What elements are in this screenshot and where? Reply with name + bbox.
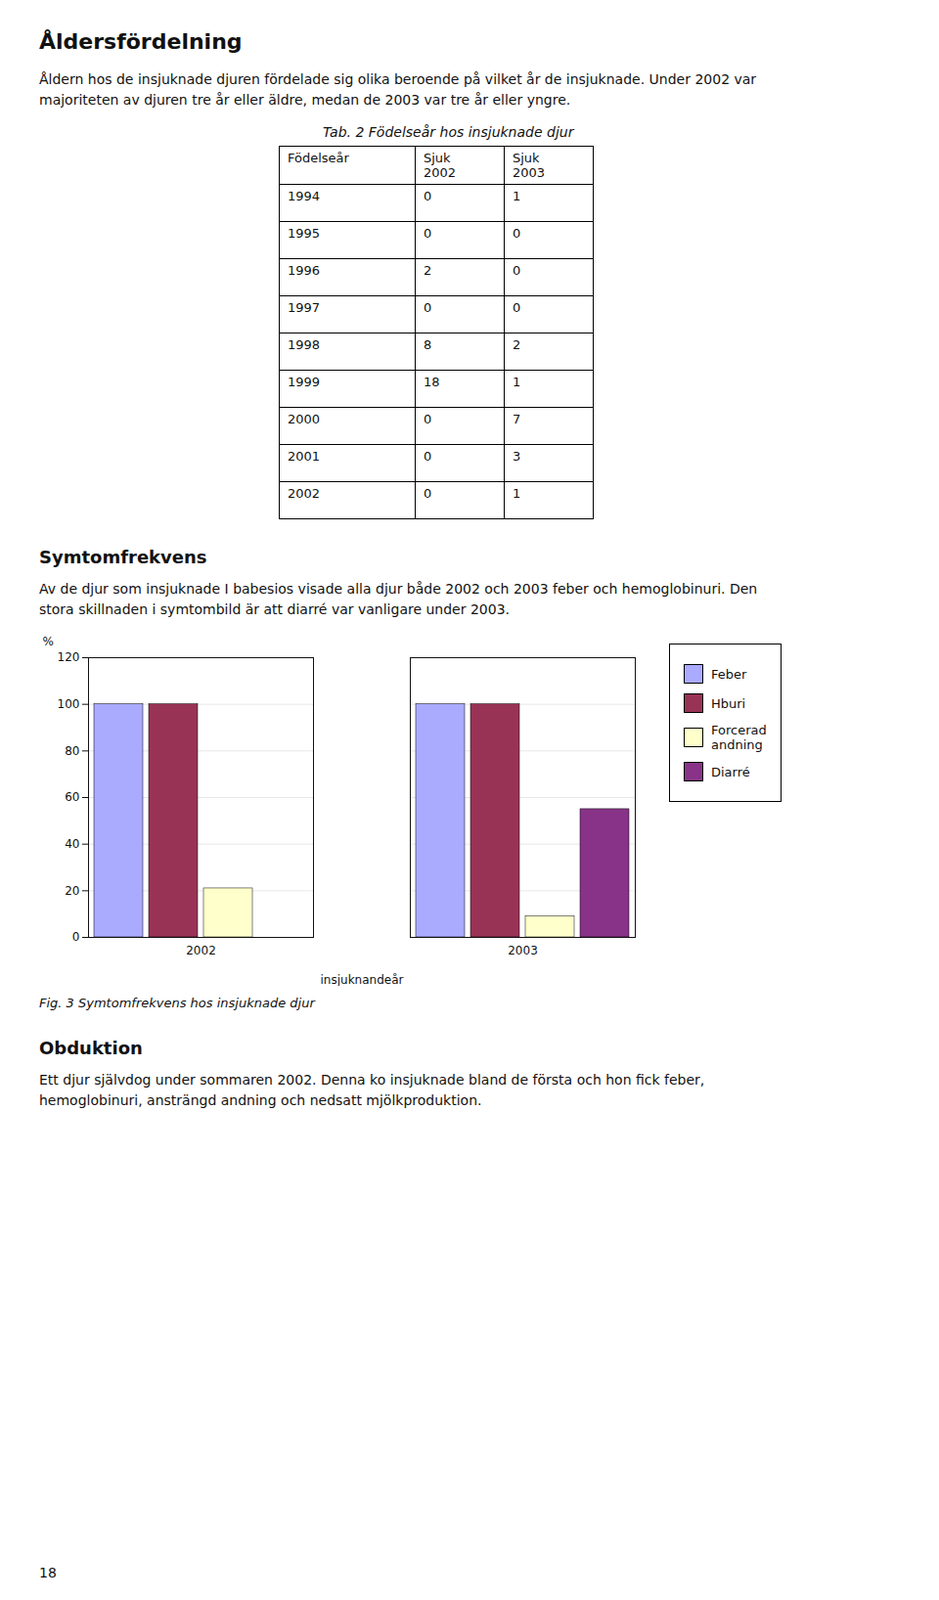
svg-text:2002: 2002: [185, 943, 217, 958]
html-text:1999: 1999: [287, 374, 320, 390]
html-text:Fig. 3 Symtomfrekvens hos insj: Fig. 3 Symtomfrekvens hos insjuknade dju…: [39, 995, 315, 1011]
html-text:1998: 1998: [287, 337, 320, 353]
html-text:1: 1: [512, 374, 521, 390]
html-text:0: 0: [423, 448, 432, 464]
html-text:Feber: Feber: [711, 666, 747, 682]
html-text:18: 18: [423, 374, 440, 390]
svg-text:120: 120: [57, 650, 81, 665]
html-text:1994: 1994: [287, 188, 320, 204]
html-text:0: 0: [512, 225, 521, 241]
svg-text:60: 60: [64, 790, 80, 805]
html-text:1: 1: [512, 486, 521, 501]
html-text:0: 0: [512, 263, 521, 278]
svg-text:80: 80: [64, 744, 80, 759]
html-text:Födelseår: Födelseår: [287, 150, 350, 166]
html-text:18: 18: [39, 1565, 57, 1581]
html-text:Ett djur självdog under sommar: Ett djur självdog under sommaren 2002. D…: [39, 1072, 705, 1109]
svg-text:20: 20: [64, 884, 80, 898]
html-text:Tab. 2 Födelseår hos insjuknad: Tab. 2 Födelseår hos insjuknade djur: [322, 124, 574, 140]
html-text:Diarré: Diarré: [711, 764, 751, 780]
html-text:3: 3: [512, 448, 521, 464]
html-text:0: 0: [423, 300, 432, 315]
html-text:2: 2: [423, 263, 432, 278]
html-text:1996: 1996: [287, 263, 320, 278]
svg-text:100: 100: [57, 697, 81, 712]
html-text:Forcerad andning: Forcerad andning: [711, 722, 767, 753]
html-text:0: 0: [423, 225, 432, 241]
html-text:Sjuk 2002: Sjuk 2002: [423, 150, 456, 180]
html-text:1997: 1997: [287, 300, 320, 315]
html-text:0: 0: [423, 188, 432, 204]
html-text:1995: 1995: [287, 225, 320, 241]
svg-text:2003: 2003: [507, 943, 538, 958]
html-text:0: 0: [512, 300, 521, 315]
html-text:0: 0: [423, 486, 432, 501]
html-text:Av de djur som insjuknade I ba: Av de djur som insjuknade I babesios vis…: [39, 581, 758, 618]
html-text:Hburi: Hburi: [711, 695, 746, 711]
html-text:2002: 2002: [287, 486, 320, 501]
svg-text:%: %: [43, 634, 54, 649]
html-text:8: 8: [423, 337, 432, 353]
html-text:1: 1: [512, 188, 521, 204]
html-text:Åldern hos de insjuknade djure: Åldern hos de insjuknade djuren fördelad…: [39, 71, 757, 108]
html-text:2: 2: [512, 337, 521, 353]
html-text:Obduktion: Obduktion: [39, 1037, 143, 1059]
svg-text:insjuknandeår: insjuknandeår: [320, 973, 404, 987]
svg-text:40: 40: [64, 837, 80, 851]
html-text:Åldersfördelning: Åldersfördelning: [39, 29, 243, 54]
svg-text:0: 0: [72, 930, 81, 944]
html-text:Sjuk 2003: Sjuk 2003: [512, 150, 545, 180]
html-text:7: 7: [512, 411, 521, 427]
html-text:Symtomfrekvens: Symtomfrekvens: [39, 546, 207, 568]
html-text:2001: 2001: [287, 448, 320, 464]
html-text:2000: 2000: [287, 411, 320, 427]
html-text:0: 0: [423, 411, 432, 427]
